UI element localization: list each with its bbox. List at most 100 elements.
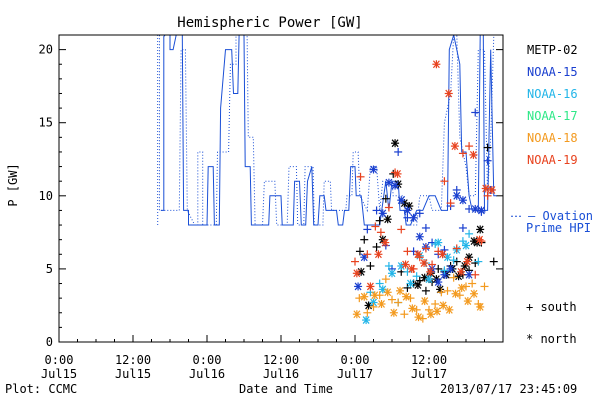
south-point (372, 206, 381, 215)
legend-entry: NOAA-18 (527, 131, 578, 145)
y-tick-label: 20 (39, 43, 53, 57)
north-point (433, 307, 442, 316)
north-point (378, 209, 387, 218)
south-point (415, 209, 424, 218)
north-point (388, 269, 396, 278)
south-point (483, 156, 492, 165)
north-point (391, 139, 400, 148)
south-point (384, 261, 393, 270)
south-point (474, 257, 483, 266)
legend-entry: METP-02 (527, 43, 578, 57)
x-tick-label: 12:00 (263, 353, 299, 367)
north-point (415, 232, 424, 241)
north-point (458, 196, 467, 205)
x-tick-label: 12:00 (115, 353, 151, 367)
south-point (403, 283, 412, 292)
south-point (468, 279, 477, 288)
x-axis-label: Date and Time (239, 382, 333, 396)
north-point (402, 292, 411, 301)
x-axis: 0:00Jul1512:00Jul150:00Jul1612:00Jul160:… (41, 335, 485, 381)
south-point (449, 256, 458, 265)
north-point (452, 191, 461, 200)
x-tick-date: Jul16 (263, 367, 299, 381)
north-point (360, 292, 369, 301)
south-point (403, 247, 412, 256)
y-tick-label: 15 (39, 116, 53, 130)
marker-legend-entry: + south (526, 300, 577, 314)
north-point (450, 142, 459, 151)
south-point (351, 257, 359, 266)
south-point (458, 237, 467, 246)
north-point (354, 282, 363, 291)
north-point (445, 305, 454, 314)
x-tick-label: 0:00 (341, 353, 370, 367)
north-point (462, 241, 470, 250)
south-point (394, 298, 403, 307)
north-point (381, 238, 390, 247)
north-point (481, 184, 490, 193)
legend-entry: NOAA-17 (527, 109, 578, 123)
south-point (440, 177, 449, 186)
x-tick-label: 0:00 (45, 353, 74, 367)
south-point (388, 295, 396, 304)
north-point (457, 283, 466, 292)
north-point (457, 267, 466, 276)
south-point (421, 244, 430, 253)
south-point (483, 143, 492, 152)
north-point (463, 297, 472, 306)
south-point (431, 299, 440, 308)
x-tick-date: Jul17 (337, 367, 373, 381)
legend-entry: NOAA-15 (527, 65, 578, 79)
north-point (413, 280, 422, 289)
north-point (409, 213, 418, 222)
chart-title: Hemispheric Power [GW] (177, 15, 362, 31)
ovation-solid-line (160, 34, 497, 226)
north-point (352, 310, 361, 319)
north-point (432, 60, 441, 69)
north-point (357, 267, 366, 276)
marker-legend-entry: * north (526, 332, 577, 346)
y-tick-label: 5 (46, 262, 53, 276)
north-point (470, 289, 479, 298)
south-point (371, 222, 380, 231)
north-point (370, 291, 379, 300)
south-point (372, 242, 381, 251)
x-tick-label: 0:00 (193, 353, 222, 367)
north-point (401, 260, 410, 269)
north-point (471, 204, 480, 213)
south-point (465, 142, 474, 151)
y-axis-label: P [GW] (6, 163, 20, 206)
south-point (394, 147, 403, 156)
north-point (366, 282, 375, 291)
south-point (355, 247, 364, 256)
south-point (381, 275, 390, 284)
south-point (446, 199, 455, 208)
north-point (439, 301, 448, 310)
north-point (476, 302, 485, 311)
north-point (391, 181, 400, 190)
south-point (355, 294, 364, 303)
x-tick-date: Jul16 (189, 367, 225, 381)
north-point (487, 185, 496, 194)
south-point (384, 203, 393, 212)
north-point (465, 253, 474, 262)
north-point (377, 299, 386, 308)
plot-frame (58, 34, 504, 343)
south-point (397, 225, 406, 234)
x-tick-label: 12:00 (411, 353, 447, 367)
north-point (403, 206, 412, 215)
north-point (426, 267, 435, 276)
north-point (476, 225, 485, 234)
north-point (451, 289, 460, 298)
north-point (477, 206, 486, 215)
south-point (443, 286, 452, 295)
north-point (414, 313, 423, 322)
x-tick-date: Jul15 (115, 367, 151, 381)
ovation-label-2: Prime HPI (526, 221, 591, 235)
y-tick-label: 10 (39, 189, 53, 203)
south-point (412, 272, 421, 281)
legend-entry: NOAA-16 (527, 87, 578, 101)
south-point (369, 302, 378, 311)
south-point (366, 261, 375, 270)
